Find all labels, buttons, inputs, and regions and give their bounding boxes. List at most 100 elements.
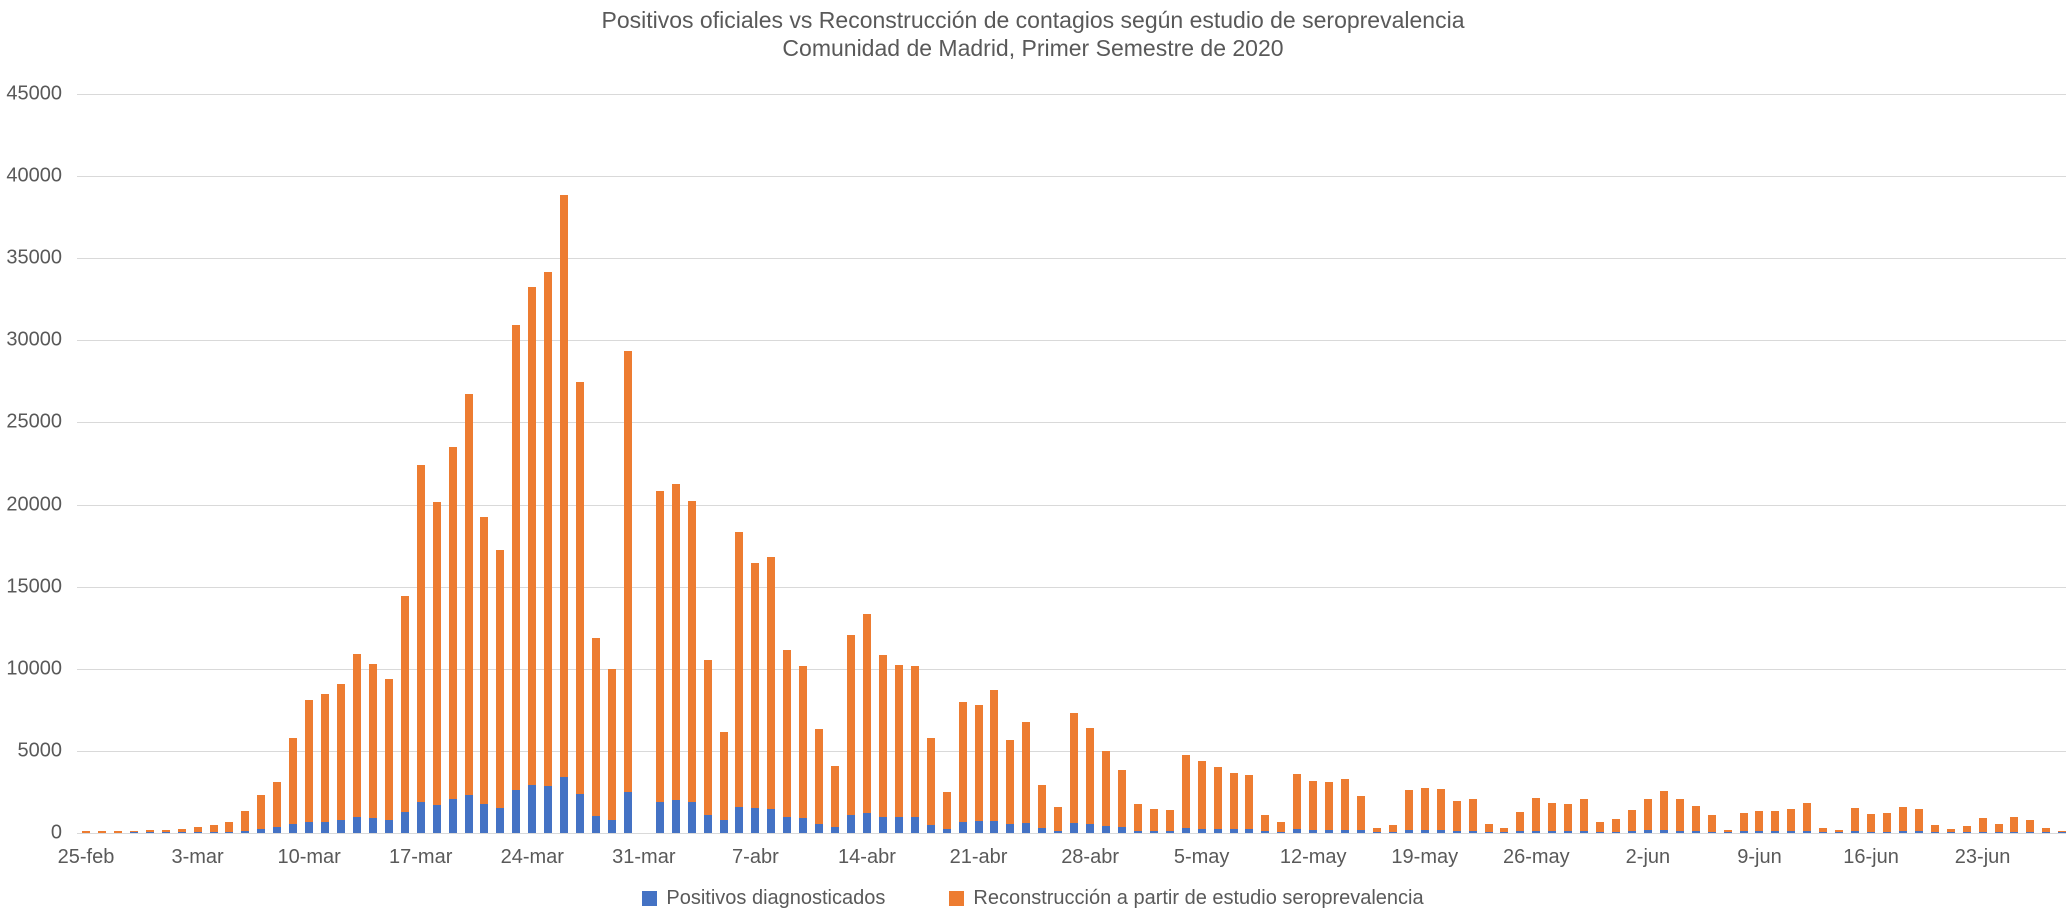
x-tick-label: 10-mar xyxy=(277,846,341,868)
bar-reconstruccion xyxy=(1006,740,1015,833)
x-tick-label: 9-jun xyxy=(1737,846,1782,868)
bar-positivos xyxy=(1723,832,1732,833)
bar-positivos xyxy=(1436,830,1445,833)
bar-positivos xyxy=(1213,828,1222,833)
chart-title: Positivos oficiales vs Reconstrucción de… xyxy=(601,7,1465,33)
bar-reconstruccion xyxy=(1803,803,1812,833)
bar-reconstruccion xyxy=(1117,770,1126,833)
bar-reconstruccion xyxy=(416,464,425,833)
bar-reconstruccion xyxy=(1038,784,1047,833)
bar-reconstruccion xyxy=(560,194,569,833)
bar-positivos xyxy=(783,816,792,833)
bar-positivos xyxy=(1898,831,1907,833)
bar-reconstruccion xyxy=(1580,799,1589,833)
bar-reconstruccion xyxy=(2026,819,2035,833)
bar-positivos xyxy=(544,785,553,833)
bar-reconstruccion xyxy=(926,738,935,833)
bar-reconstruccion xyxy=(1675,799,1684,833)
x-tick-label: 28-abr xyxy=(1061,846,1119,868)
bar-reconstruccion xyxy=(592,638,601,833)
bar-positivos xyxy=(735,806,744,833)
bar-positivos xyxy=(1564,830,1573,833)
bar-positivos xyxy=(767,808,776,833)
bar-positivos xyxy=(1691,831,1700,833)
bar-reconstruccion xyxy=(209,825,218,833)
bar-reconstruccion xyxy=(337,683,345,833)
y-tick-label: 15000 xyxy=(6,575,62,598)
bar-reconstruccion xyxy=(1787,808,1796,833)
y-tick-label: 35000 xyxy=(6,246,62,269)
bar-positivos xyxy=(480,804,489,833)
legend-swatch-positivos-icon xyxy=(642,891,658,906)
bar-reconstruccion xyxy=(1643,798,1652,833)
bar-positivos xyxy=(974,821,983,833)
bar-reconstruccion xyxy=(289,738,298,833)
bar-positivos xyxy=(831,826,840,833)
bar-reconstruccion xyxy=(1277,821,1286,833)
bar-reconstruccion xyxy=(113,831,122,833)
gridline xyxy=(77,176,2066,178)
gridline xyxy=(77,833,2066,834)
bar-positivos xyxy=(1452,830,1461,833)
bar-positivos xyxy=(1420,830,1429,833)
bar-positivos xyxy=(862,813,871,833)
bar-reconstruccion xyxy=(352,653,361,833)
bar-reconstruccion xyxy=(1341,779,1350,833)
bar-positivos xyxy=(1133,830,1142,833)
bar-reconstruccion xyxy=(321,693,330,833)
gridline xyxy=(77,586,2066,588)
x-tick-label: 26-may xyxy=(1502,846,1570,868)
bar-positivos xyxy=(703,814,712,833)
bar-positivos xyxy=(368,818,377,833)
bar-reconstruccion xyxy=(1213,766,1222,833)
bar-reconstruccion xyxy=(129,830,138,833)
gridline xyxy=(77,504,2066,506)
bar-positivos xyxy=(225,832,234,833)
y-tick-label: 25000 xyxy=(6,410,62,433)
bar-reconstruccion xyxy=(448,446,457,833)
bar-reconstruccion xyxy=(1978,818,1987,833)
bar-positivos xyxy=(2026,831,2035,833)
bar-reconstruccion xyxy=(1516,812,1525,833)
bar-reconstruccion xyxy=(815,729,824,833)
x-tick-label: 3-mar xyxy=(171,846,224,868)
bar-reconstruccion xyxy=(177,828,186,833)
bar-positivos xyxy=(1787,831,1796,833)
bar-reconstruccion xyxy=(799,665,808,833)
bar-positivos xyxy=(687,801,696,833)
bar-reconstruccion xyxy=(1484,823,1493,833)
bar-reconstruccion xyxy=(862,614,871,833)
bar-positivos xyxy=(1293,829,1302,833)
x-tick-label: 25-feb xyxy=(57,846,115,868)
bar-reconstruccion xyxy=(1133,803,1142,833)
bar-positivos xyxy=(1627,831,1636,833)
bar-reconstruccion xyxy=(1229,773,1238,833)
bar-positivos xyxy=(1867,831,1876,833)
bar-reconstruccion xyxy=(942,791,951,833)
bar-positivos xyxy=(448,799,457,833)
bar-reconstruccion xyxy=(910,666,919,833)
bar-reconstruccion xyxy=(1404,789,1413,833)
bar-reconstruccion xyxy=(671,484,680,833)
bar-reconstruccion xyxy=(1755,811,1764,833)
bar-reconstruccion xyxy=(305,700,314,833)
bar-reconstruccion xyxy=(1420,788,1429,833)
bar-reconstruccion xyxy=(1532,797,1541,833)
bar-positivos xyxy=(241,830,250,833)
bar-positivos xyxy=(1548,830,1557,833)
bar-positivos xyxy=(1659,830,1668,833)
x-tick-label: 5-may xyxy=(1173,846,1230,868)
bar-reconstruccion xyxy=(1388,824,1397,833)
bar-positivos xyxy=(1580,830,1589,833)
bar-reconstruccion xyxy=(1325,782,1334,833)
bar-reconstruccion xyxy=(703,660,712,833)
bar-reconstruccion xyxy=(990,690,999,833)
bar-reconstruccion xyxy=(1070,713,1079,833)
bar-positivos xyxy=(1739,831,1748,833)
bar-positivos xyxy=(209,832,218,833)
bar-positivos xyxy=(1181,828,1190,833)
bar-positivos xyxy=(847,815,856,833)
bar-reconstruccion xyxy=(544,272,553,833)
bar-positivos xyxy=(1930,832,1939,833)
legend-label-positivos: Positivos diagnosticados xyxy=(666,887,886,909)
